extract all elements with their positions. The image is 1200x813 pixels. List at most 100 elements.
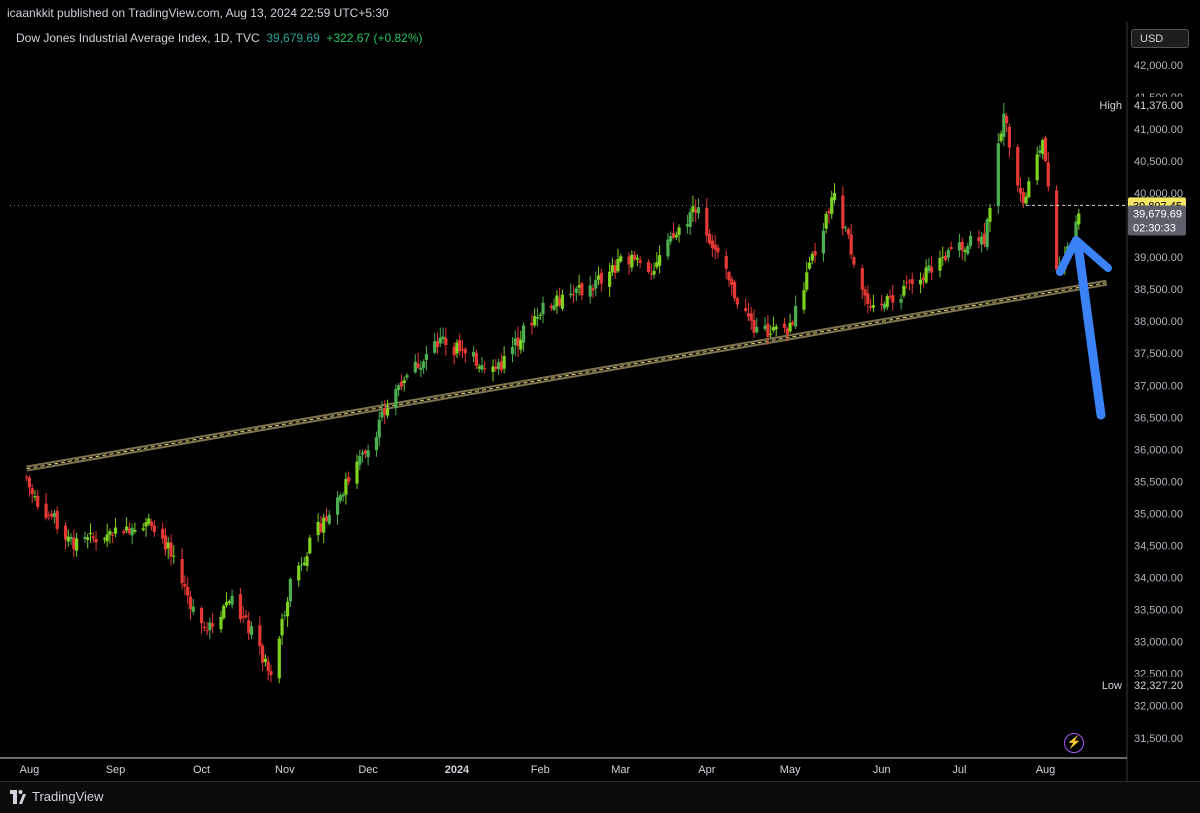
candle-body xyxy=(519,339,523,350)
candle-body xyxy=(744,308,748,312)
time-tick-label: Mar xyxy=(611,764,630,776)
candle-body xyxy=(868,305,873,308)
candle-body xyxy=(677,227,681,236)
candle-body xyxy=(44,503,48,519)
candle-body xyxy=(308,537,312,554)
candle-body xyxy=(918,279,923,285)
candle-body xyxy=(530,322,534,326)
candle-body xyxy=(552,305,556,310)
candle-body xyxy=(133,529,137,532)
candle-body xyxy=(377,419,381,438)
candle-body xyxy=(696,207,701,214)
candle-body xyxy=(821,230,826,254)
candle-body xyxy=(541,302,545,315)
price-tick-label: 35,000.00 xyxy=(1134,508,1183,520)
candle-body xyxy=(305,556,309,566)
candle-body xyxy=(335,497,340,515)
tradingview-logo-icon xyxy=(10,790,26,804)
candle-body xyxy=(347,477,351,482)
candle-body xyxy=(807,262,812,269)
candle-body xyxy=(907,280,912,282)
price-axis[interactable]: 31,500.0032,000.0032,500.0033,000.0033,5… xyxy=(1099,60,1191,745)
candle-body xyxy=(513,338,517,346)
candle-body xyxy=(433,341,437,353)
candle-body xyxy=(419,367,423,370)
candle-body xyxy=(555,295,559,307)
candle-body xyxy=(608,271,612,287)
price-tick-label: 33,500.00 xyxy=(1134,605,1183,617)
candle-body xyxy=(199,607,204,624)
candle-body xyxy=(224,602,229,606)
candle-body xyxy=(1002,113,1006,137)
candle-body xyxy=(161,528,165,539)
time-tick-label: Aug xyxy=(20,764,40,776)
candle-body xyxy=(655,262,659,268)
candle-body xyxy=(746,313,751,317)
candle-body xyxy=(208,622,212,631)
candle-body xyxy=(685,224,689,227)
candle-body xyxy=(852,257,856,265)
high-value: 41,376.00 xyxy=(1134,100,1183,112)
trendline[interactable] xyxy=(26,279,1108,472)
candle-body xyxy=(569,293,573,296)
candle-body xyxy=(463,348,467,354)
currency-button[interactable]: USD xyxy=(1131,29,1189,48)
candle-body xyxy=(102,538,106,540)
price-tick-label: 42,000.00 xyxy=(1134,60,1183,72)
candle-body xyxy=(705,207,709,236)
candle-body xyxy=(927,265,931,272)
candle-body xyxy=(735,298,739,305)
candle-body xyxy=(316,521,320,536)
time-tick-label: Apr xyxy=(698,764,715,776)
candle-body xyxy=(211,623,215,627)
candle-body xyxy=(905,282,909,284)
candle-body xyxy=(227,601,231,603)
candle-body xyxy=(707,233,712,244)
candle-body xyxy=(899,298,903,303)
time-tick-label: May xyxy=(780,764,801,776)
candle-body xyxy=(1074,221,1078,246)
lightning-icon[interactable]: ⚡ xyxy=(1064,733,1084,753)
price-tick-label: 38,500.00 xyxy=(1134,284,1183,296)
candle-body xyxy=(1018,187,1023,194)
candle-body xyxy=(802,290,806,310)
candle-body xyxy=(694,209,698,213)
candle-body xyxy=(968,235,973,246)
candle-body xyxy=(83,537,87,539)
candle-body xyxy=(202,626,206,629)
candle-body xyxy=(52,513,57,518)
arrow-shaft xyxy=(1073,240,1106,420)
candle-body xyxy=(358,455,362,465)
candle-body xyxy=(880,303,884,306)
candle-body xyxy=(924,267,928,283)
candle-body xyxy=(630,254,634,268)
candle-body xyxy=(299,564,304,566)
candle-body xyxy=(949,247,953,249)
candle-body xyxy=(849,234,853,255)
candle-body xyxy=(130,527,134,536)
candle-body xyxy=(810,254,814,261)
candle-body xyxy=(982,233,987,245)
candle-body xyxy=(244,615,248,618)
candle-body xyxy=(827,210,831,214)
candle-body xyxy=(455,342,459,354)
candle-body xyxy=(960,241,964,251)
candle-body xyxy=(891,295,895,303)
price-tick-label: 40,500.00 xyxy=(1134,156,1183,168)
candle-body xyxy=(627,256,631,265)
candle-body xyxy=(147,518,151,525)
candle-body xyxy=(710,240,714,248)
candle-body xyxy=(885,296,889,307)
time-axis[interactable]: Aug Sep Oct Nov Dec 2024 Feb Mar Apr May Jun Jul Aug xyxy=(20,764,1056,776)
candle-body xyxy=(977,237,981,242)
candle-body xyxy=(383,408,387,415)
candle-body xyxy=(860,267,864,290)
candle-body xyxy=(1054,190,1059,270)
candle-body xyxy=(996,143,1000,207)
symbol-name: Dow Jones Industrial Average Index, 1D, … xyxy=(16,31,260,45)
candle-body xyxy=(1024,196,1028,204)
candle-body xyxy=(286,601,290,617)
candle-body xyxy=(882,303,887,309)
